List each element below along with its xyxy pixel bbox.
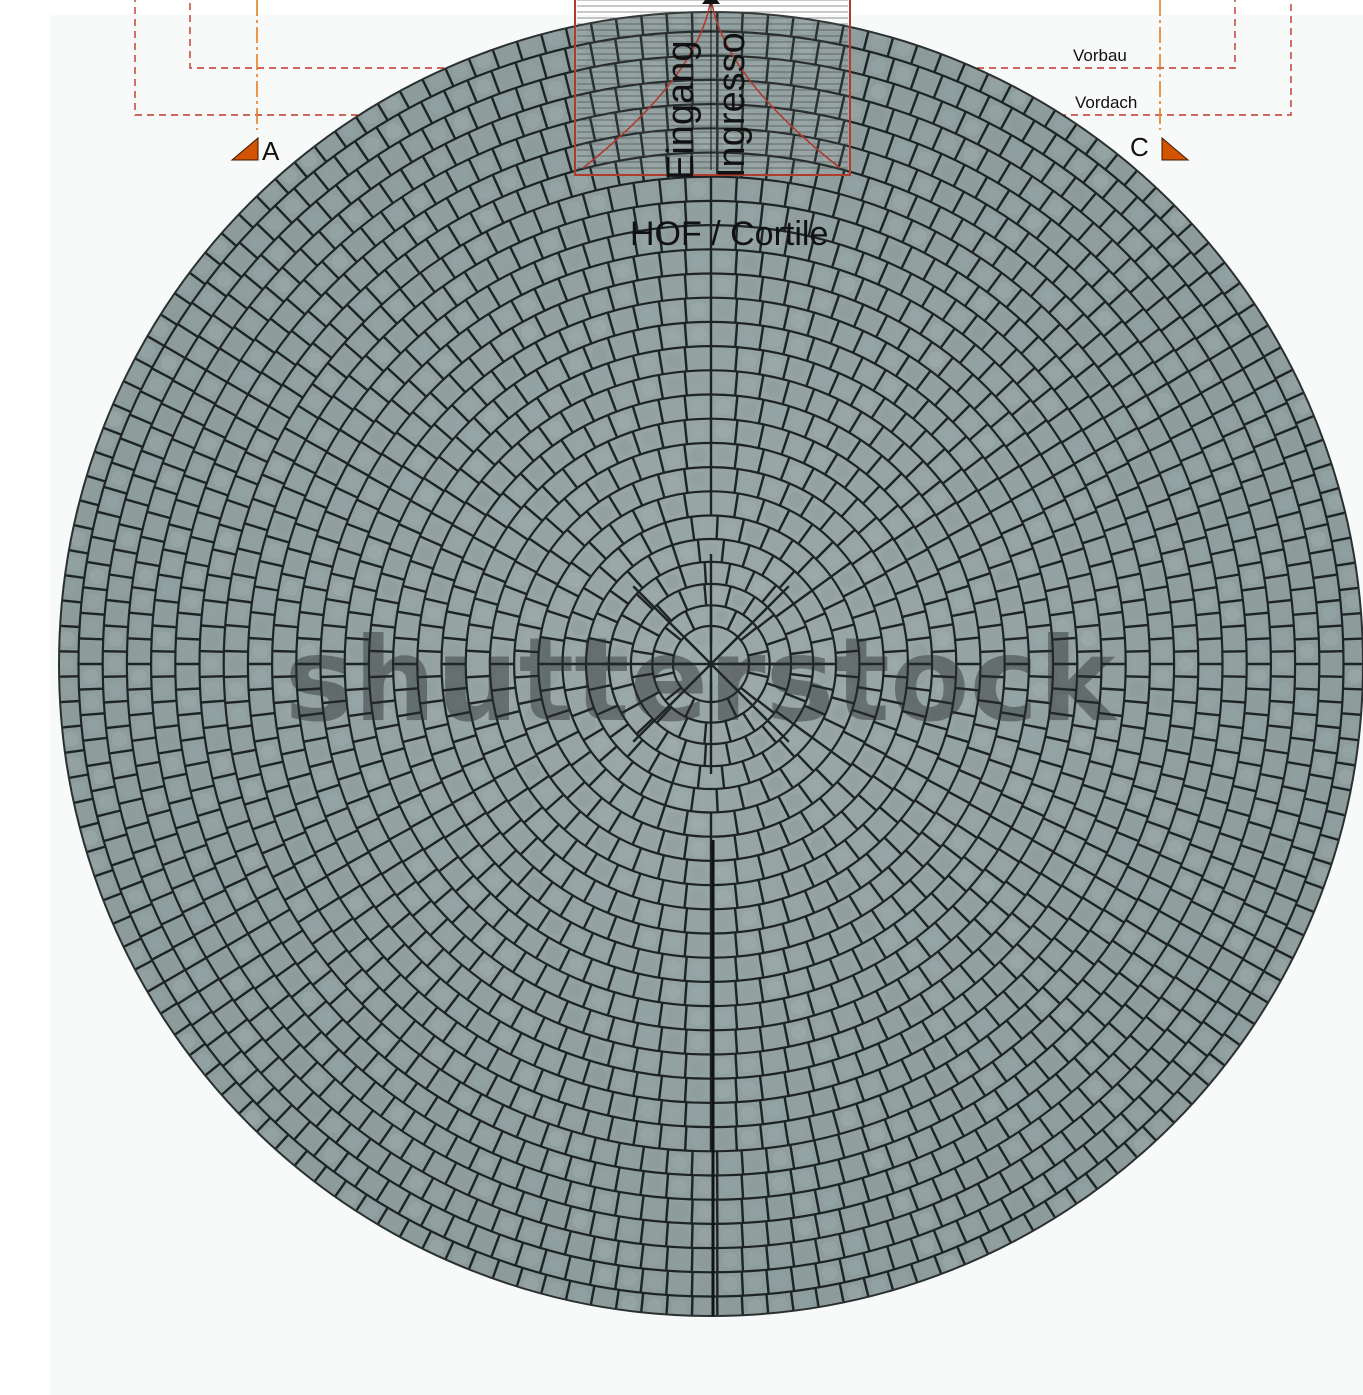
- label-vorbau: Vorbau: [1073, 46, 1127, 65]
- door-swing: [582, 0, 841, 169]
- triangle-icon: [230, 136, 259, 161]
- label-section-c: C: [1130, 132, 1149, 162]
- triangle-icon: [1161, 136, 1190, 161]
- watermark: shutterstock: [284, 613, 1118, 748]
- paving-pattern: [59, 12, 1363, 1316]
- label-entrance-de: Eingang: [660, 41, 702, 180]
- entrance-hatching: [577, 0, 848, 169]
- entrance-area: [574, 0, 851, 176]
- label-courtyard: HOF / Cortile: [630, 215, 828, 253]
- label-entrance-it: Ingresso: [711, 32, 753, 178]
- vorbau-outline: [189, 0, 1236, 69]
- cobblestone-courtyard: [58, 11, 1363, 1317]
- label-vordach: Vordach: [1075, 93, 1137, 112]
- label-section-a: A: [262, 136, 280, 166]
